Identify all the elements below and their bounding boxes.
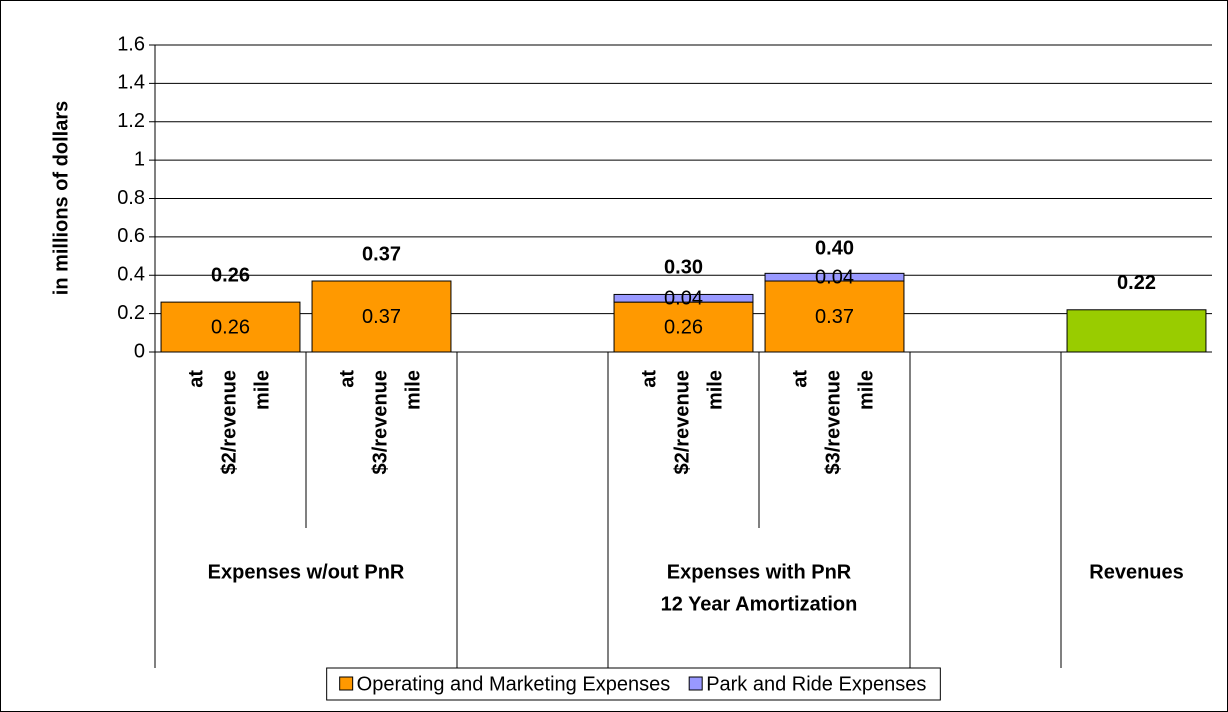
group-label: Expenses w/out PnR — [208, 561, 405, 583]
legend: Operating and Marketing Expenses Park and… — [326, 667, 941, 701]
y-axis-label: in millions of dollars — [50, 101, 72, 295]
bar-value-label: 0.37 — [362, 306, 401, 328]
y-tick-label: 0.6 — [117, 225, 145, 247]
y-tick-label: 0.8 — [117, 187, 145, 209]
y-tick-label: 1.6 — [117, 33, 145, 55]
y-tick-label: 0.4 — [117, 264, 145, 286]
bar — [1066, 309, 1207, 353]
x-tick-label: at $3/revenue mile — [337, 370, 425, 475]
legend-swatch — [688, 676, 703, 691]
group-label: 12 Year Amortization — [661, 593, 858, 615]
bar-value-label: 0.37 — [815, 306, 854, 328]
bar-value-label: 0.04 — [815, 266, 854, 288]
bar-value-label: 0.26 — [211, 316, 250, 338]
legend-label: Park and Ride Expenses — [706, 673, 926, 695]
x-tick-label: at $3/revenue mile — [790, 370, 878, 475]
group-label: Revenues — [1089, 561, 1184, 583]
legend-label: Operating and Marketing Expenses — [357, 673, 671, 695]
x-tick-label: at $2/revenue mile — [186, 370, 274, 475]
y-tick-label: 1.2 — [117, 110, 145, 132]
y-tick-label: 1.4 — [117, 72, 145, 94]
total-label: 0.30 — [664, 257, 703, 279]
y-tick-label: 1 — [134, 148, 145, 170]
bar-value-label: 0.04 — [664, 288, 703, 310]
y-tick-label: 0 — [134, 340, 145, 362]
bar — [613, 293, 754, 303]
bar — [160, 301, 301, 353]
legend-box — [326, 667, 941, 701]
bar — [764, 272, 905, 282]
total-label: 0.26 — [211, 264, 250, 286]
bar — [311, 280, 452, 353]
legend-swatch — [339, 676, 354, 691]
total-label: 0.40 — [815, 238, 854, 260]
bar-value-label: 0.26 — [664, 316, 703, 338]
total-label: 0.22 — [1117, 272, 1156, 294]
group-label: Expenses with PnR — [667, 561, 852, 583]
bar — [764, 280, 905, 353]
bar — [613, 301, 754, 353]
y-tick-label: 0.2 — [117, 302, 145, 324]
x-tick-label: at $2/revenue mile — [639, 370, 727, 475]
total-label: 0.37 — [362, 243, 401, 265]
